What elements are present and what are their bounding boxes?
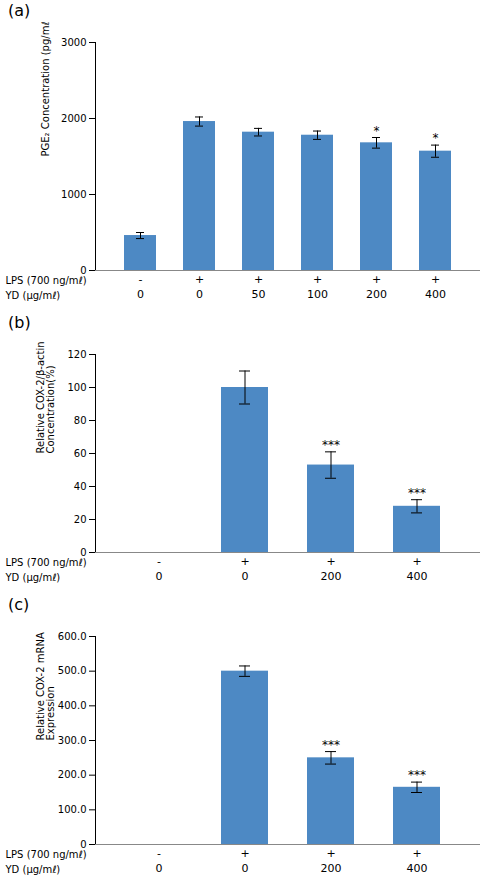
svg-text:+: + — [431, 273, 440, 286]
svg-text:YD (μg/mℓ): YD (μg/mℓ) — [5, 572, 61, 583]
svg-text:***: *** — [322, 438, 340, 452]
svg-text:400: 400 — [407, 862, 428, 875]
svg-text:0: 0 — [242, 570, 249, 583]
svg-text:+: + — [240, 555, 249, 568]
svg-text:1000: 1000 — [61, 189, 86, 200]
svg-text:300.0: 300.0 — [58, 735, 87, 746]
svg-text:0: 0 — [156, 570, 163, 583]
svg-text:-: - — [157, 847, 161, 860]
svg-text:LPS (700 ng/mℓ): LPS (700 ng/mℓ) — [6, 275, 87, 286]
svg-text:0: 0 — [80, 838, 87, 850]
svg-text:60: 60 — [74, 448, 87, 459]
svg-text:Relative COX-2/β-actinConcentr: Relative COX-2/β-actinConcentration(%) — [35, 341, 56, 453]
svg-text:500.0: 500.0 — [58, 665, 87, 676]
svg-text:0: 0 — [80, 264, 87, 276]
svg-text:400: 400 — [425, 288, 446, 301]
svg-text:600.0: 600.0 — [58, 631, 87, 642]
svg-text:*: * — [433, 131, 439, 145]
svg-text:+: + — [326, 555, 335, 568]
svg-text:40: 40 — [74, 481, 87, 492]
svg-text:50: 50 — [252, 288, 266, 301]
svg-text:0: 0 — [80, 546, 87, 558]
svg-text:200: 200 — [321, 570, 342, 583]
svg-text:+: + — [313, 273, 322, 286]
html-text:(c): (c) — [8, 595, 30, 614]
svg-text:LPS (700 ng/mℓ): LPS (700 ng/mℓ) — [6, 557, 87, 568]
svg-text:400.0: 400.0 — [58, 700, 87, 711]
svg-text:100.0: 100.0 — [58, 804, 87, 815]
svg-text:***: *** — [408, 486, 426, 500]
svg-text:+: + — [412, 555, 421, 568]
svg-text:+: + — [412, 847, 421, 860]
svg-text:+: + — [326, 847, 335, 860]
svg-text:***: *** — [408, 768, 426, 782]
svg-text:0: 0 — [156, 862, 163, 875]
svg-text:-: - — [157, 555, 161, 568]
svg-text:PGE₂ Concentration (pg/mℓ): PGE₂ Concentration (pg/mℓ) — [40, 22, 51, 157]
svg-text:0: 0 — [196, 288, 203, 301]
svg-text:2000: 2000 — [61, 113, 86, 124]
html-text:(a): (a) — [8, 1, 31, 20]
svg-text:200: 200 — [366, 288, 387, 301]
svg-text:0: 0 — [137, 288, 144, 301]
svg-text:80: 80 — [74, 415, 87, 426]
svg-text:*: * — [374, 124, 380, 138]
svg-text:+: + — [254, 273, 263, 286]
svg-text:YD (μg/mℓ): YD (μg/mℓ) — [5, 290, 61, 301]
svg-text:YD (μg/mℓ): YD (μg/mℓ) — [5, 864, 61, 875]
svg-text:3000: 3000 — [61, 37, 86, 48]
svg-text:Relative COX-2 mRNAExpression: Relative COX-2 mRNAExpression — [35, 632, 56, 740]
svg-text:200.0: 200.0 — [58, 769, 87, 780]
svg-text:100: 100 — [67, 382, 86, 393]
svg-text:LPS (700 ng/mℓ): LPS (700 ng/mℓ) — [6, 849, 87, 860]
svg-text:0: 0 — [242, 862, 249, 875]
svg-text:120: 120 — [67, 349, 86, 360]
html-text:(b): (b) — [8, 313, 31, 332]
svg-text:***: *** — [322, 738, 340, 752]
svg-text:20: 20 — [74, 514, 87, 525]
svg-text:+: + — [240, 847, 249, 860]
svg-text:-: - — [139, 273, 143, 286]
svg-text:100: 100 — [307, 288, 328, 301]
svg-text:+: + — [195, 273, 204, 286]
svg-text:400: 400 — [407, 570, 428, 583]
svg-text:+: + — [372, 273, 381, 286]
svg-text:200: 200 — [321, 862, 342, 875]
